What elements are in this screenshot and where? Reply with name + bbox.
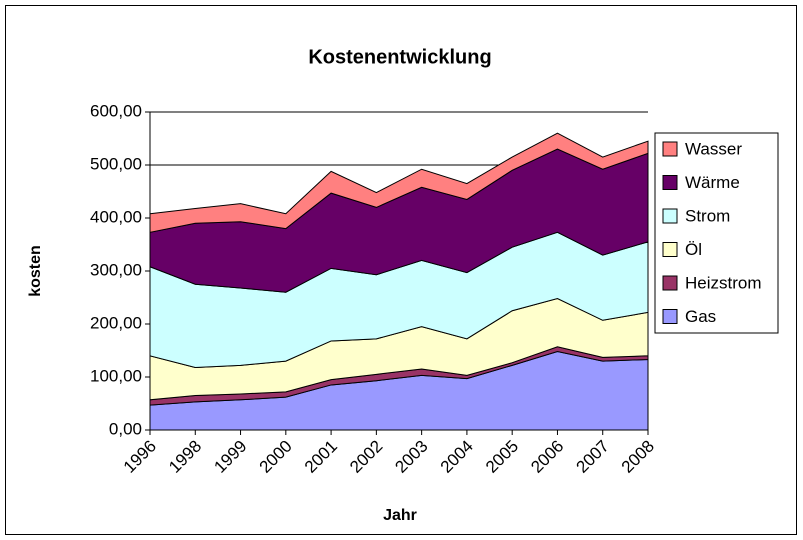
legend-label: Gas <box>685 307 716 326</box>
legend-swatch <box>662 275 678 291</box>
y-tick-label: 600,00 <box>90 101 142 120</box>
legend-swatch <box>662 309 678 324</box>
x-axis-label: Jahr <box>383 507 417 524</box>
area <box>149 132 649 233</box>
y-tick-label: 400,00 <box>90 207 142 226</box>
chart-title: Kostenentwicklung <box>308 46 491 68</box>
y-tick-label: 100,00 <box>90 366 142 385</box>
legend-label: Strom <box>685 206 730 225</box>
legend-label: Heizstrom <box>685 273 762 292</box>
legend-label: Wasser <box>685 139 742 158</box>
y-tick-label: 0,00 <box>109 419 142 438</box>
y-axis-label: kosten <box>27 245 44 297</box>
legend-swatch <box>662 208 678 224</box>
legend-box <box>654 132 779 334</box>
legend-label: Öl <box>685 240 702 259</box>
legend-swatch <box>662 141 678 157</box>
y-tick-label: 200,00 <box>90 313 142 332</box>
y-tick-label: 300,00 <box>90 260 142 279</box>
legend-swatch <box>662 175 678 190</box>
legend-swatch <box>662 242 678 257</box>
legend-label: Wärme <box>685 173 740 192</box>
y-tick-label: 500,00 <box>90 154 142 173</box>
